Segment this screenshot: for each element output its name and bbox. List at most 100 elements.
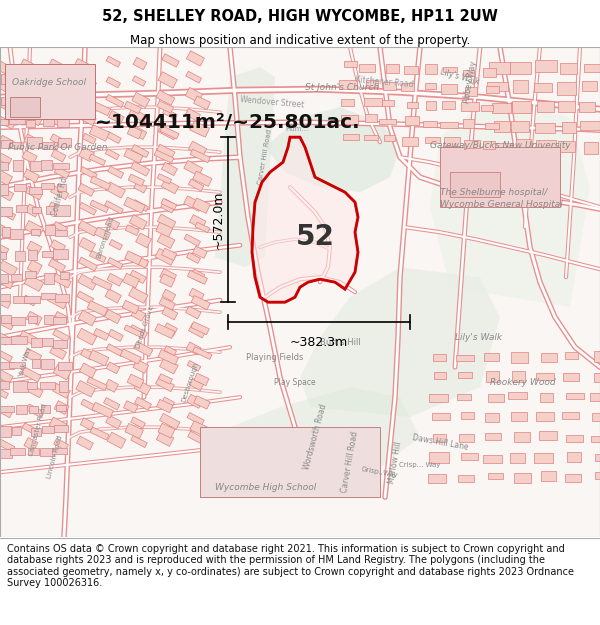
Bar — [16, 405, 28, 414]
Bar — [80, 418, 94, 430]
Bar — [128, 287, 148, 303]
Bar — [131, 144, 149, 158]
Text: Hum...: Hum... — [285, 126, 308, 132]
Bar — [44, 314, 54, 324]
Bar — [184, 196, 203, 211]
Bar — [191, 322, 209, 335]
Bar — [25, 221, 44, 236]
Bar — [514, 473, 531, 483]
Bar — [187, 361, 201, 371]
Bar — [54, 167, 70, 179]
Bar — [59, 381, 68, 392]
Bar — [430, 452, 449, 462]
Bar — [41, 293, 56, 299]
Bar — [590, 393, 600, 401]
Bar — [456, 355, 475, 361]
Bar — [43, 119, 54, 126]
Bar — [49, 259, 65, 272]
Bar — [19, 331, 39, 346]
Bar — [537, 101, 554, 112]
Bar — [539, 431, 557, 441]
Text: Public Park Or Garden: Public Park Or Garden — [8, 142, 107, 152]
Bar — [46, 110, 67, 128]
Bar — [29, 406, 38, 413]
Bar — [187, 271, 208, 284]
Bar — [23, 295, 36, 306]
Text: Wycombe High School: Wycombe High School — [215, 482, 316, 492]
Bar — [23, 169, 39, 182]
Bar — [157, 144, 175, 159]
Bar — [89, 125, 110, 141]
Bar — [49, 417, 67, 432]
Bar — [106, 77, 121, 88]
Bar — [106, 182, 125, 198]
Bar — [404, 116, 419, 125]
Bar — [104, 309, 121, 324]
Bar — [27, 384, 43, 398]
Bar — [130, 270, 146, 284]
Bar — [512, 371, 525, 382]
Bar — [189, 124, 206, 136]
Bar — [108, 166, 124, 178]
Bar — [591, 436, 600, 442]
Bar — [109, 111, 124, 124]
Bar — [58, 184, 66, 191]
Bar — [79, 257, 97, 271]
Bar — [161, 199, 176, 213]
Bar — [55, 311, 68, 322]
Bar — [78, 183, 94, 196]
Bar — [163, 323, 178, 336]
Bar — [0, 406, 14, 412]
Bar — [558, 101, 575, 112]
Bar — [155, 324, 175, 339]
Bar — [10, 118, 25, 124]
Bar — [0, 381, 9, 389]
Bar — [107, 258, 123, 269]
Bar — [60, 272, 69, 279]
Text: Gateway/Bucks New University: Gateway/Bucks New University — [430, 141, 571, 149]
Bar — [344, 61, 357, 67]
Bar — [157, 431, 174, 446]
Text: York Way: York Way — [18, 346, 32, 378]
Bar — [0, 388, 8, 399]
Bar — [485, 433, 500, 440]
Bar — [157, 399, 173, 412]
Bar — [366, 80, 379, 87]
Bar — [107, 432, 126, 449]
Bar — [158, 423, 175, 438]
Bar — [127, 374, 144, 388]
Bar — [82, 133, 96, 144]
Bar — [0, 296, 11, 309]
Bar — [490, 62, 510, 74]
Bar — [492, 103, 511, 113]
Bar — [53, 317, 65, 324]
Bar — [486, 371, 499, 382]
Bar — [584, 142, 598, 154]
Bar — [9, 362, 25, 368]
Bar — [340, 80, 357, 89]
Bar — [459, 434, 474, 442]
Bar — [461, 452, 478, 460]
Bar — [579, 102, 595, 112]
Polygon shape — [220, 387, 420, 467]
Bar — [0, 332, 10, 345]
Polygon shape — [265, 107, 400, 192]
Bar — [40, 448, 54, 456]
Bar — [404, 66, 418, 74]
Bar — [563, 372, 579, 381]
Bar — [32, 207, 41, 213]
Bar — [559, 141, 575, 152]
Bar — [127, 126, 142, 139]
Text: Baronsmead: Baronsmead — [95, 216, 115, 259]
Text: St John's Church: St John's Church — [305, 82, 379, 92]
Bar — [481, 106, 493, 111]
Bar — [386, 64, 400, 73]
Bar — [0, 349, 13, 362]
Text: Contains OS data © Crown copyright and database right 2021. This information is : Contains OS data © Crown copyright and d… — [7, 544, 574, 588]
Bar — [30, 96, 39, 108]
Text: Rookery Wood: Rookery Wood — [490, 378, 556, 387]
Bar — [191, 296, 210, 310]
Bar — [28, 250, 37, 260]
Bar — [186, 71, 202, 83]
Text: Lily's Walk: Lily's Walk — [455, 332, 502, 342]
